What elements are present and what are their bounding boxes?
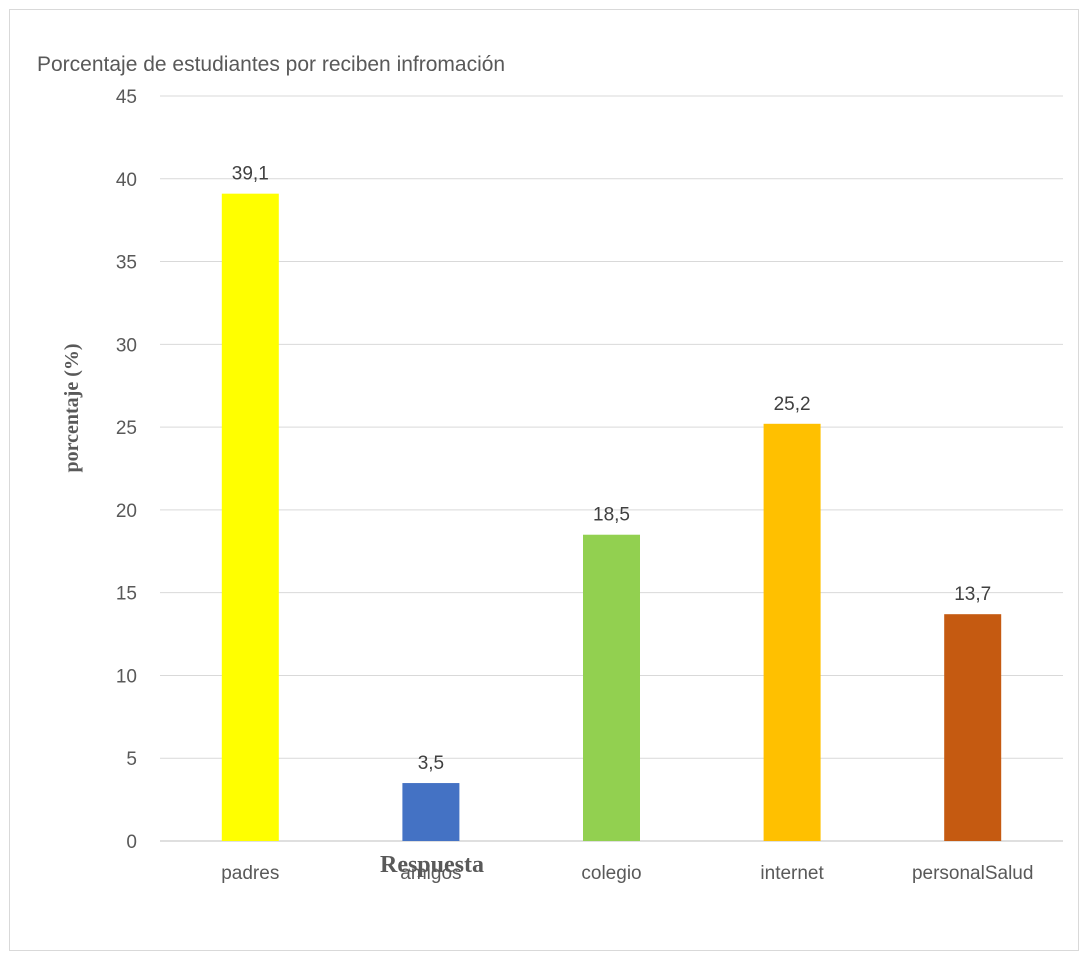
- x-axis-categories: padres amigos colegio internet personalSalud: [221, 863, 1033, 884]
- y-tick-label: 15: [116, 584, 137, 605]
- data-labels: 39,1 3,5 18,5 25,2 13,7: [232, 164, 991, 774]
- x-axis-label: Respuesta: [380, 852, 484, 878]
- data-label-padres: 39,1: [232, 164, 269, 185]
- bar-padres: [221, 193, 279, 841]
- x-tick-label-padres: padres: [221, 863, 279, 884]
- x-tick-label-amigos: amigos: [400, 863, 461, 884]
- x-tick-label-personalSalud: personalSalud: [912, 863, 1033, 884]
- data-label-internet: 25,2: [774, 394, 811, 415]
- y-tick-label: 0: [126, 832, 137, 853]
- bar-personalSalud: [944, 614, 1002, 841]
- bars: [221, 193, 1002, 841]
- data-label-amigos: 3,5: [418, 753, 444, 774]
- data-label-personalSalud: 13,7: [954, 584, 991, 605]
- chart-frame: [9, 9, 1079, 951]
- x-tick-label-colegio: colegio: [581, 863, 641, 884]
- gridlines: [160, 95, 1063, 842]
- y-tick-label: 5: [126, 749, 137, 770]
- y-tick-label: 20: [116, 501, 137, 522]
- y-tick-label: 10: [116, 666, 137, 687]
- y-tick-label: 35: [116, 253, 137, 274]
- y-tick-label: 25: [116, 418, 137, 439]
- bar-internet: [763, 423, 821, 841]
- data-label-colegio: 18,5: [593, 505, 630, 526]
- bar-amigos: [402, 783, 460, 841]
- y-tick-label: 30: [116, 335, 137, 356]
- y-tick-label: 45: [116, 87, 137, 108]
- x-tick-label-internet: internet: [760, 863, 824, 884]
- y-tick-label: 40: [116, 170, 137, 191]
- bar-colegio: [583, 534, 640, 841]
- y-axis-ticks: 0 5 10 15 20 25 30 35 40 45: [116, 87, 137, 853]
- chart-title: Porcentaje de estudiantes por reciben in…: [37, 53, 505, 76]
- y-axis-label: porcentaje (%): [61, 343, 83, 472]
